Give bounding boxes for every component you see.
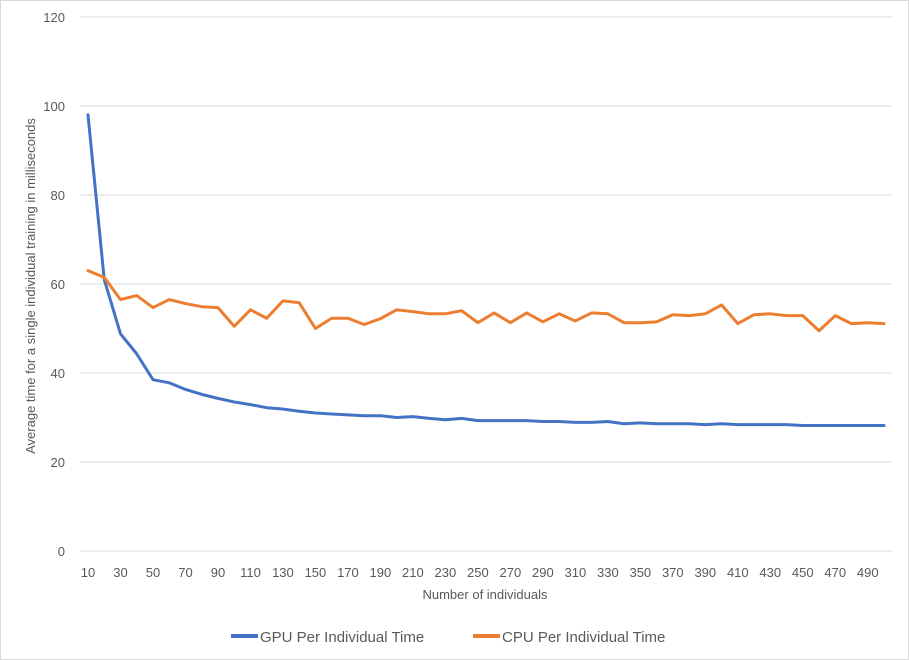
legend-label-gpu: GPU Per Individual Time bbox=[260, 629, 424, 646]
y-tick-label: 60 bbox=[51, 277, 65, 292]
y-tick-label: 80 bbox=[51, 188, 65, 203]
x-tick-label: 210 bbox=[402, 565, 424, 580]
x-tick-label: 10 bbox=[81, 565, 95, 580]
x-tick-label: 470 bbox=[824, 565, 846, 580]
legend-label-cpu: CPU Per Individual Time bbox=[502, 629, 665, 646]
x-tick-label: 30 bbox=[113, 565, 127, 580]
x-tick-label: 350 bbox=[629, 565, 651, 580]
x-axis-title: Number of individuals bbox=[422, 587, 548, 602]
y-tick-label: 40 bbox=[51, 366, 65, 381]
series-line-cpu bbox=[86, 269, 886, 333]
y-tick-label: 100 bbox=[43, 99, 65, 114]
x-tick-label: 310 bbox=[564, 565, 586, 580]
x-tick-label: 370 bbox=[662, 565, 684, 580]
y-tick-label: 120 bbox=[43, 10, 65, 25]
x-tick-label: 410 bbox=[727, 565, 749, 580]
x-tick-label: 390 bbox=[694, 565, 716, 580]
y-axis-title: Average time for a single individual tra… bbox=[23, 118, 38, 454]
x-tick-label: 170 bbox=[337, 565, 359, 580]
x-tick-label: 230 bbox=[435, 565, 457, 580]
x-tick-label: 330 bbox=[597, 565, 619, 580]
gridlines bbox=[80, 16, 892, 552]
x-tick-label: 430 bbox=[759, 565, 781, 580]
series-line-gpu bbox=[86, 113, 886, 428]
x-tick-label: 130 bbox=[272, 565, 294, 580]
x-tick-label: 490 bbox=[857, 565, 879, 580]
x-axis-tick-labels: 10 30 50 70 90 110 130 150 170 190 210 230 250 270 290… bbox=[81, 565, 879, 580]
x-tick-label: 70 bbox=[178, 565, 192, 580]
x-tick-label: 50 bbox=[146, 565, 160, 580]
x-tick-label: 290 bbox=[532, 565, 554, 580]
y-tick-label: 0 bbox=[58, 544, 65, 559]
legend: GPU Per Individual Time CPU Per Individu… bbox=[231, 629, 665, 646]
x-tick-label: 150 bbox=[305, 565, 327, 580]
x-tick-label: 90 bbox=[211, 565, 225, 580]
x-tick-label: 110 bbox=[240, 565, 261, 580]
x-tick-label: 270 bbox=[500, 565, 522, 580]
series-lines bbox=[86, 113, 886, 428]
y-axis-tick-labels: 0 20 40 60 80 100 120 bbox=[43, 10, 65, 559]
y-tick-label: 20 bbox=[51, 455, 65, 470]
x-tick-label: 450 bbox=[792, 565, 814, 580]
x-tick-label: 250 bbox=[467, 565, 489, 580]
x-tick-label: 190 bbox=[370, 565, 392, 580]
